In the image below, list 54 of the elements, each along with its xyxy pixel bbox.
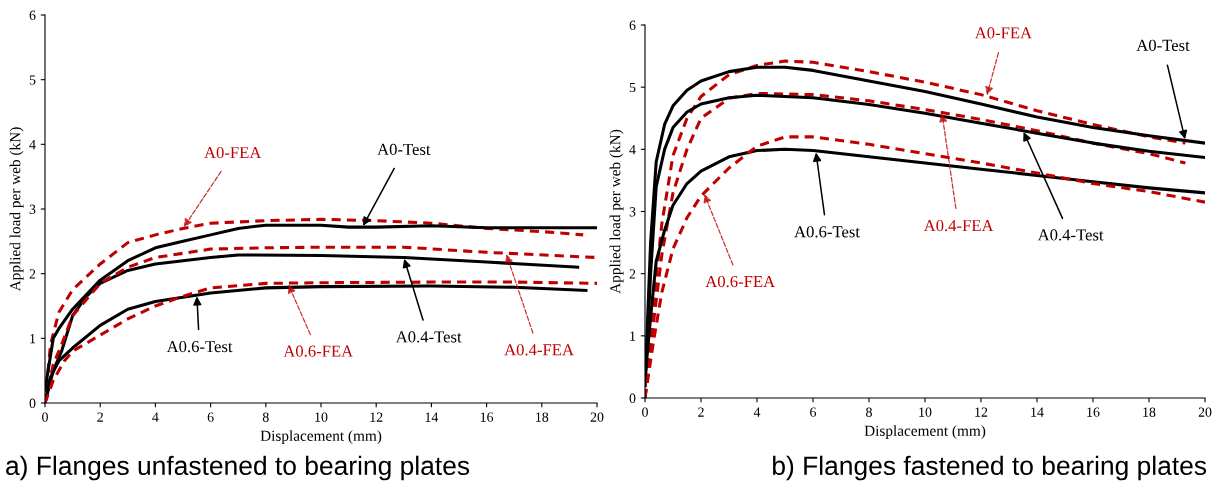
text: b) Flanges fastened to bearing plates (773, 455, 1207, 481)
x-tick-label: 6 (810, 407, 817, 417)
y-tick-label: 4 (629, 145, 636, 155)
x-tick-label: 10 (315, 412, 328, 422)
annotation: A0-FEA (204, 146, 262, 159)
y-tick-label: 5 (629, 82, 636, 93)
x-tick-label: 14 (425, 412, 439, 422)
y-tick-label: 2 (29, 269, 36, 279)
y-tick-label: 6 (629, 20, 636, 30)
y-tick-label: 0 (629, 393, 636, 403)
x-tick-label: 20 (1198, 407, 1212, 417)
y-tick-label: 3 (629, 207, 636, 217)
text: a) Flanges unfastened to bearing plates (6, 455, 470, 481)
y-axis-title: Applied load per web (kN) (609, 129, 624, 294)
x-tick-label: 16 (480, 412, 494, 422)
x-axis-title: Displacement (mm) (864, 425, 986, 440)
x-tick-label: 12 (370, 412, 383, 422)
x-tick-label: 2 (97, 412, 103, 422)
y-tick-label: 0 (29, 398, 36, 408)
y-tick-label: 5 (29, 75, 36, 85)
x-tick-label: 8 (262, 412, 269, 422)
y-tick-label: 6 (29, 10, 36, 20)
annotation: A0-FEA (974, 27, 1032, 39)
annotation: A0.4-FEA (504, 344, 574, 356)
y-tick-label: 4 (29, 140, 36, 150)
y-axis-title: Applied load per web (kN) (9, 127, 24, 292)
x-axis-title: Displacement (mm) (260, 430, 382, 445)
x-tick-label: 0 (642, 407, 648, 417)
x-tick-label: 12 (975, 407, 988, 417)
annotation: A0.4-Test (1037, 229, 1104, 241)
x-tick-label: 16 (1087, 407, 1100, 417)
annotation: A0-Test (377, 143, 431, 155)
annotation: A0.4-Test (395, 331, 462, 343)
y-tick-label: 3 (29, 204, 36, 214)
x-tick-label: 6 (207, 412, 214, 422)
y-tick-label: 1 (630, 331, 636, 341)
annotation: A0-Test (1136, 39, 1190, 51)
x-tick-label: 20 (590, 412, 604, 422)
x-tick-label: 4 (152, 412, 159, 422)
annotation: A0.6-Test (794, 226, 860, 238)
y-tick-label: 1 (30, 333, 36, 344)
annotation: A0.6-FEA (705, 275, 776, 288)
x-tick-label: 4 (753, 407, 761, 417)
annotation: A0.6-FEA (283, 345, 354, 357)
x-tick-label: 14 (1031, 407, 1044, 417)
x-tick-label: 18 (536, 412, 549, 422)
x-tick-label: 2 (698, 407, 704, 417)
x-tick-label: 8 (866, 407, 872, 417)
x-tick-label: 0 (42, 412, 48, 422)
annotation: A0.6-Test (166, 340, 233, 353)
x-tick-label: 18 (1143, 407, 1156, 417)
x-tick-label: 10 (919, 407, 932, 417)
annotation: A0.4-FEA (923, 219, 994, 232)
y-tick-label: 2 (629, 269, 636, 279)
